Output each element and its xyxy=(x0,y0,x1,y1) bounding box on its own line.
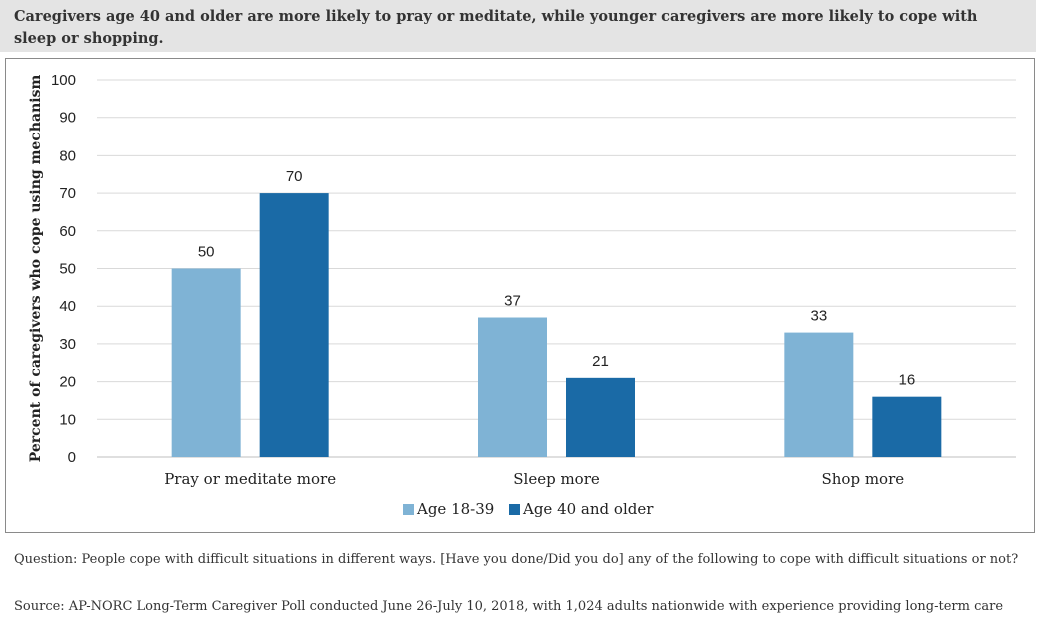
bars xyxy=(171,193,942,457)
bar-1-1 xyxy=(566,377,635,457)
y-tick-label-20: 20 xyxy=(59,374,76,391)
legend: Age 18-39 Age 40 and older xyxy=(403,500,654,518)
data-label-2-0: 33 xyxy=(810,308,827,325)
y-tick-label-10: 10 xyxy=(59,411,76,428)
bar-2-1 xyxy=(872,396,942,457)
y-tick-label-80: 80 xyxy=(59,147,76,164)
source-note: Source: AP-NORC Long-Term Caregiver Poll… xyxy=(14,599,1004,614)
bar-2-0 xyxy=(784,332,854,457)
data-label-1-1: 21 xyxy=(592,353,609,370)
bar-1-0 xyxy=(478,317,547,457)
y-axis-label: Percent of caregivers who cope using mec… xyxy=(28,75,44,463)
legend-swatch-1 xyxy=(509,504,520,515)
question-note: Question: People cope with difficult sit… xyxy=(14,552,1019,567)
y-tick-label-40: 40 xyxy=(59,298,76,315)
legend-label-1: Age 40 and older xyxy=(522,500,654,518)
legend-label-0: Age 18-39 xyxy=(416,500,494,518)
data-labels: 50 70 37 21 33 16 xyxy=(198,168,915,389)
data-label-1-0: 37 xyxy=(504,293,521,310)
y-tick-label-0: 0 xyxy=(68,449,76,466)
bar-0-0 xyxy=(171,268,241,457)
category-label-0: Pray or meditate more xyxy=(164,470,336,488)
y-tick-label-50: 50 xyxy=(59,261,76,278)
category-label-2: Shop more xyxy=(822,470,905,488)
bar-chart: 0 10 20 30 40 50 60 70 80 90 100 50 70 37 21 33 16 Pray… xyxy=(28,72,1016,518)
y-tick-label-60: 60 xyxy=(59,223,76,240)
category-label-1: Sleep more xyxy=(513,470,600,488)
data-label-0-0: 50 xyxy=(198,244,215,261)
y-tick-label-100: 100 xyxy=(51,72,76,89)
gridlines xyxy=(97,79,1016,458)
data-label-2-1: 16 xyxy=(898,372,915,389)
y-tick-label-90: 90 xyxy=(59,110,76,127)
y-tick-label-70: 70 xyxy=(59,185,76,202)
y-axis-ticks: 0 10 20 30 40 50 60 70 80 90 100 xyxy=(51,72,76,466)
bar-0-1 xyxy=(259,193,329,457)
y-tick-label-30: 30 xyxy=(59,336,76,353)
chart-title: Caregivers age 40 and older are more lik… xyxy=(14,8,978,47)
legend-swatch-0 xyxy=(403,504,414,515)
x-axis-categories: Pray or meditate more Sleep more Shop more xyxy=(164,470,904,488)
title-band xyxy=(0,0,1036,52)
data-label-0-1: 70 xyxy=(286,168,303,185)
